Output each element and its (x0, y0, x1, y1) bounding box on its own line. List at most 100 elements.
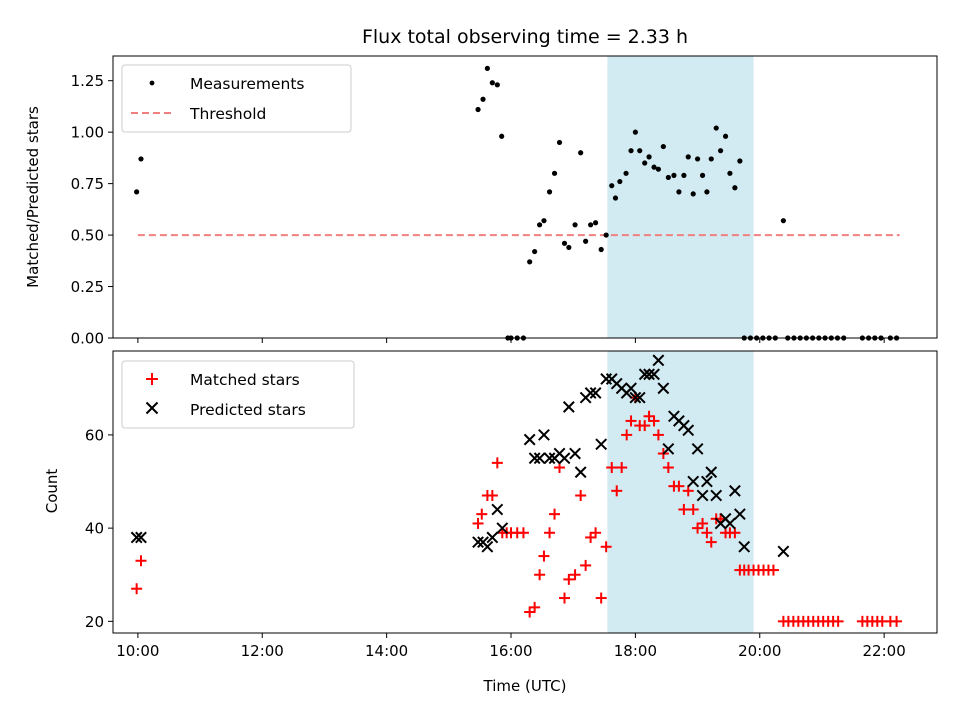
y-tick-label: 0.25 (71, 278, 104, 296)
measurements-point (484, 65, 490, 71)
matched-stars-point (606, 462, 618, 474)
matched-stars-point (648, 415, 660, 427)
predicted-stars-point (705, 466, 718, 479)
matched-stars-point (616, 462, 628, 474)
predicted-stars-point (528, 452, 541, 465)
predicted-stars-point (662, 442, 675, 455)
matched-stars-point (595, 592, 607, 604)
measurements-point (646, 154, 652, 160)
measurements-point (578, 150, 584, 156)
y-tick-label: 40 (85, 520, 104, 538)
measurements-point (699, 172, 706, 178)
legend-marker-measurements (149, 80, 155, 86)
measurements-point (685, 154, 691, 160)
matched-stars-point (701, 527, 713, 539)
measurements-point (737, 158, 743, 164)
predicted-stars-point (538, 428, 550, 441)
matched-stars-point (678, 503, 690, 515)
predicted-stars-point (135, 531, 147, 544)
panel-ratio: 0.00 0.25 0.50 0.75 1.00 1.25 Flux total obse… (24, 26, 938, 348)
measurements-point (660, 143, 666, 150)
predicted-stars-point (710, 489, 723, 502)
measurements-point (642, 160, 648, 166)
measurements-point (583, 238, 589, 244)
legend-top: Measurements Threshold (121, 64, 352, 133)
matched-stars-point (549, 508, 561, 520)
legend-label-threshold: Threshold (189, 105, 266, 123)
measurements-point (713, 125, 719, 131)
measurements-point (532, 248, 538, 255)
x-tick-label: 16:00 (489, 642, 532, 660)
legend-marker-matched (146, 373, 158, 385)
x-tick-label: 12:00 (241, 642, 284, 660)
predicted-stars-point (523, 433, 536, 446)
axes-frame-top (112, 55, 938, 339)
x-ticks-top (137, 338, 885, 343)
measurements-point (623, 170, 629, 176)
measurements-point (609, 183, 615, 189)
matched-stars-point (662, 462, 674, 474)
measurements-point (676, 189, 682, 195)
predicted-stars-point (728, 484, 741, 497)
measurements-point (541, 218, 547, 224)
measurements-point (572, 222, 578, 228)
matched-stars-point (625, 415, 637, 427)
matched-stars-point (554, 462, 566, 474)
matched-stars-point (687, 503, 699, 515)
predicted-stars-point (657, 382, 670, 395)
matched-stars-point (611, 485, 623, 497)
measurements-point (489, 80, 495, 86)
measurements-point (628, 148, 634, 154)
chart-title: Flux total observing time = 2.33 h (362, 26, 688, 48)
predicted-stars-point (562, 401, 575, 413)
matched-stars-point (534, 569, 546, 581)
x-ticks-bottom: 10:00 12:00 14:00 16:00 18:00 20:00 22:00 (116, 633, 906, 660)
matched-stars-point (575, 489, 587, 501)
y-tick-label: 20 (85, 613, 104, 631)
measurements-point (603, 232, 609, 238)
predicted-stars-point (533, 452, 546, 465)
y-ticks-top: 0.00 0.25 0.50 0.75 1.00 1.25 (71, 72, 113, 348)
predicted-stars-point (472, 536, 484, 549)
matched-stars-point (673, 480, 685, 492)
predicted-stars-point (491, 503, 504, 516)
matched-stars-point (491, 457, 503, 469)
matched-stars-point (569, 569, 581, 581)
predicted-stars-point (625, 382, 637, 395)
measurements-point (592, 220, 599, 226)
predicted-stars-point (652, 354, 665, 367)
measurements-point (665, 174, 671, 181)
x-tick-label: 18:00 (614, 642, 657, 660)
matched-stars-point (697, 517, 709, 529)
matched-stars-point (558, 592, 570, 604)
y-tick-label: 0.75 (71, 175, 104, 193)
measurements-point (556, 139, 563, 146)
matched-stars-point (544, 527, 556, 539)
predicted-stars-point (738, 540, 751, 553)
predicted-stars-point (543, 452, 556, 465)
matched-stars-point (729, 527, 741, 539)
matched-stars-point (476, 508, 488, 520)
measurements-point (537, 222, 543, 228)
matched-stars-point (563, 573, 575, 585)
measurements-point (551, 170, 558, 176)
measurements-point (617, 178, 623, 185)
shaded-span (607, 56, 754, 338)
x-tick-label: 20:00 (738, 642, 781, 660)
predicted-stars-point (633, 391, 646, 404)
measurement-points (134, 65, 900, 341)
legend-label-matched: Matched stars (190, 371, 300, 389)
measurements-point (612, 195, 619, 201)
x-tick-label: 14:00 (365, 642, 408, 660)
y-tick-label: 1.25 (71, 72, 104, 90)
matched-stars-point (131, 583, 143, 595)
measurements-point (671, 172, 677, 178)
matched-stars-point (891, 615, 903, 627)
matched-stars-point (538, 550, 550, 562)
measurements-point (494, 82, 500, 88)
measurements-point (708, 156, 714, 162)
predicted-stars-point (629, 391, 642, 404)
predicted-stars-point (569, 447, 581, 460)
observing-window-span (607, 351, 754, 633)
